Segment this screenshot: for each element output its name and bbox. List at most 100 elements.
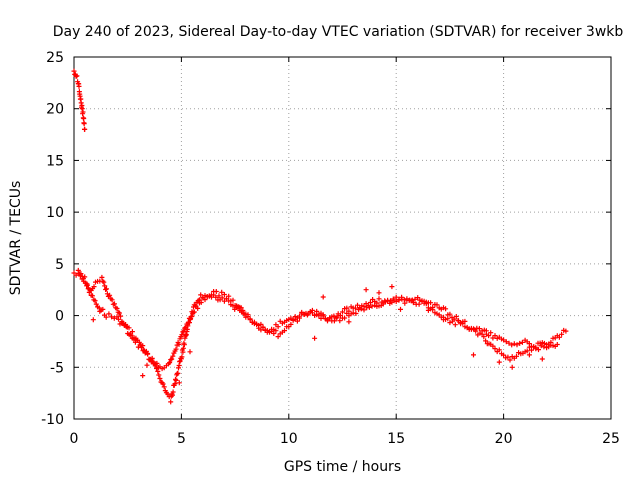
- data-point: [369, 303, 375, 309]
- data-point: [76, 83, 82, 89]
- data-point: [129, 329, 135, 335]
- data-point: [389, 284, 395, 290]
- data-point: [247, 316, 253, 322]
- data-point: [346, 319, 352, 325]
- data-point: [450, 318, 456, 324]
- data-point: [514, 342, 520, 348]
- data-point: [144, 362, 150, 368]
- data-point: [361, 307, 367, 313]
- x-axis-label: GPS time / hours: [284, 459, 401, 475]
- data-point: [320, 294, 326, 300]
- data-point: [219, 295, 225, 301]
- x-tick-label: 25: [602, 431, 620, 447]
- data-point: [496, 359, 502, 365]
- data-point: [393, 294, 399, 300]
- data-point: [172, 381, 178, 387]
- data-point: [297, 315, 302, 321]
- data-point: [481, 334, 487, 340]
- data-point: [168, 399, 174, 405]
- data-point: [213, 289, 219, 294]
- data-point: [294, 318, 300, 324]
- data-point: [334, 314, 340, 320]
- data-point: [169, 356, 175, 362]
- data-point: [116, 310, 122, 316]
- data-point: [309, 307, 315, 313]
- data-point: [185, 320, 191, 326]
- data-point: [175, 370, 181, 376]
- data-point: [245, 312, 251, 318]
- data-point: [399, 294, 405, 300]
- y-tick-label: 5: [55, 257, 64, 273]
- data-point: [183, 324, 189, 330]
- data-point: [344, 305, 350, 311]
- data-point: [198, 300, 204, 305]
- data-point: [312, 335, 318, 341]
- data-point: [441, 317, 446, 323]
- data-point: [224, 296, 229, 302]
- data-point: [524, 348, 530, 354]
- data-point: [145, 351, 151, 356]
- data-point: [176, 380, 182, 386]
- y-tick-label: 10: [46, 205, 64, 221]
- data-point: [221, 292, 227, 297]
- data-point: [181, 342, 187, 348]
- data-point: [443, 306, 449, 312]
- data-point: [391, 298, 397, 304]
- data-point: [202, 297, 208, 303]
- data-point: [176, 341, 182, 347]
- axis-ticks: 0 5 10 15 20 25 -10 -5 0 5 10 15 20 25: [41, 50, 620, 447]
- data-point: [182, 325, 188, 331]
- data-point: [112, 301, 117, 307]
- data-point: [376, 296, 382, 302]
- data-point: [376, 290, 382, 296]
- data-point: [71, 68, 77, 74]
- data-point: [102, 283, 108, 289]
- data-point: [258, 321, 264, 327]
- data-point: [170, 353, 176, 359]
- data-point: [179, 354, 185, 360]
- data-point: [92, 298, 98, 304]
- data-point: [103, 314, 109, 320]
- y-tick-label: 20: [46, 102, 64, 118]
- data-point: [101, 279, 107, 285]
- data-point: [507, 357, 513, 363]
- y-axis-label: SDTVAR / TECUs: [8, 181, 24, 296]
- data-point: [455, 318, 461, 323]
- data-point: [90, 293, 95, 299]
- data-point: [533, 346, 539, 352]
- data-point: [425, 307, 431, 313]
- data-point: [423, 299, 429, 305]
- data-point: [161, 384, 167, 390]
- data-point: [123, 324, 129, 330]
- data-point: [514, 353, 519, 359]
- data-point: [213, 294, 219, 300]
- data-point: [271, 331, 277, 336]
- data-point: [453, 314, 459, 319]
- data-point: [356, 307, 362, 313]
- data-point: [337, 318, 343, 324]
- data-point: [492, 346, 498, 352]
- data-point: [209, 292, 214, 298]
- data-point: [509, 342, 515, 348]
- data-point: [367, 300, 373, 305]
- data-point: [134, 337, 140, 343]
- data-point: [563, 328, 569, 334]
- data-point: [181, 328, 187, 334]
- y-tick-label: 25: [46, 50, 64, 66]
- data-point: [471, 327, 477, 333]
- data-point: [275, 334, 281, 340]
- data-point: [149, 355, 155, 361]
- data-point: [501, 337, 507, 343]
- data-point: [74, 73, 80, 79]
- data-point: [79, 106, 85, 112]
- data-point: [476, 326, 482, 332]
- data-point: [517, 340, 523, 346]
- data-point: [318, 310, 324, 316]
- data-point: [160, 381, 166, 387]
- y-tick-label: -5: [50, 360, 64, 376]
- data-point: [398, 306, 403, 312]
- data-point: [412, 296, 418, 302]
- chart-title: Day 240 of 2023, Sidereal Day-to-day VTE…: [53, 24, 624, 40]
- data-point: [109, 297, 115, 303]
